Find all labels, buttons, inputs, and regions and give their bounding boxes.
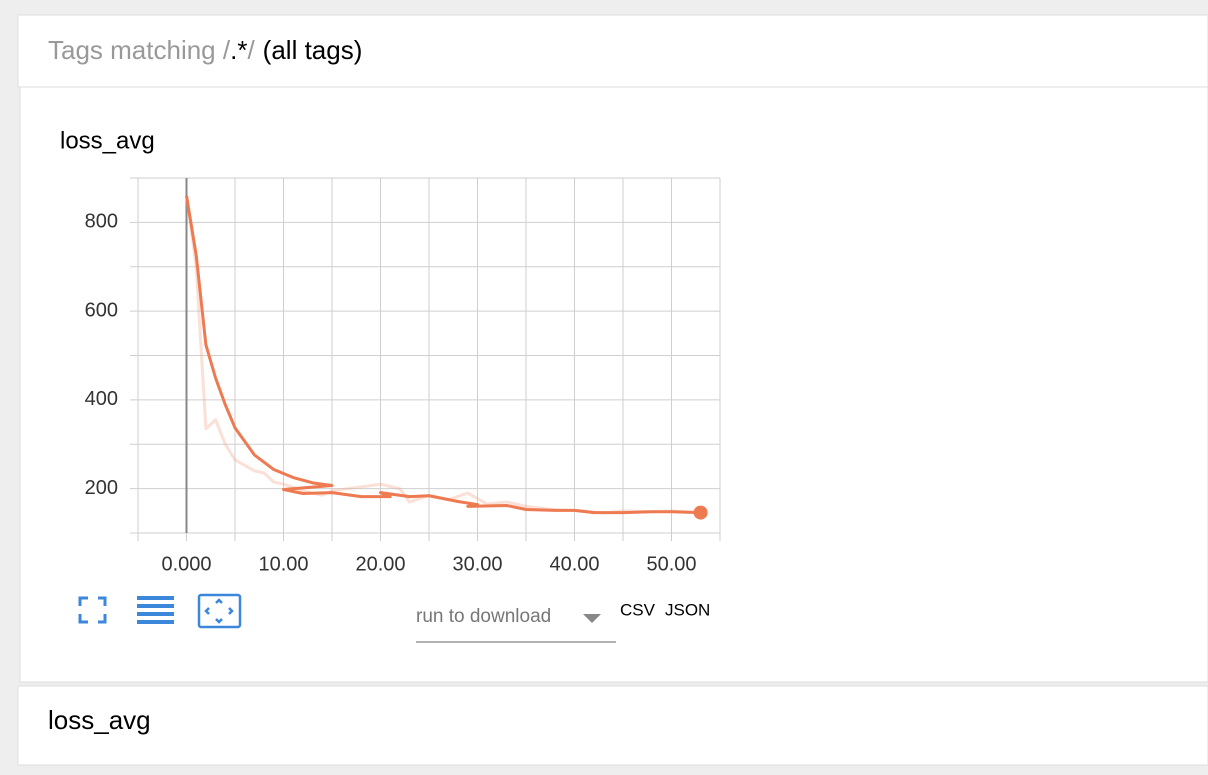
header-title: Tags matching /.*/ (all tags) [48,35,362,65]
y-tick-label: 400 [85,388,118,410]
header-pattern: .* [230,35,247,65]
chart-title: loss_avg [60,127,155,154]
fullscreen-button[interactable] [78,596,107,624]
header-slash: / [247,35,255,65]
header-prefix: Tags matching / [48,35,231,65]
json-link[interactable]: JSON [665,600,710,619]
list-button[interactable] [137,596,174,624]
chart-card [19,86,1208,683]
run-select-label: run to download [416,606,551,627]
x-tick-label: 10.00 [258,553,308,575]
last-point [693,505,708,520]
x-tick-label: 0.000 [161,553,211,575]
x-tick-label: 30.00 [452,553,502,575]
plot: 0.000 10.00 20.00 30.00 40.00 50.00 200 400 600 8… [85,177,721,575]
x-tick-label: 50.00 [646,553,696,575]
run-select[interactable]: run to download [416,606,616,643]
csv-link[interactable]: CSV [620,600,656,619]
line-series [185,195,701,515]
y-tick-label: 200 [85,477,118,499]
header-card [17,14,1208,88]
y-tick-label: 600 [85,299,118,321]
fit-domain-button[interactable] [197,593,242,629]
header-suffix: (all tags) [263,35,363,65]
section-card [17,685,1208,766]
x-tick-label: 40.00 [549,553,599,575]
x-tick-label: 20.00 [355,553,405,575]
section-title: loss_avg [48,705,151,735]
y-tick-label: 800 [85,211,118,233]
